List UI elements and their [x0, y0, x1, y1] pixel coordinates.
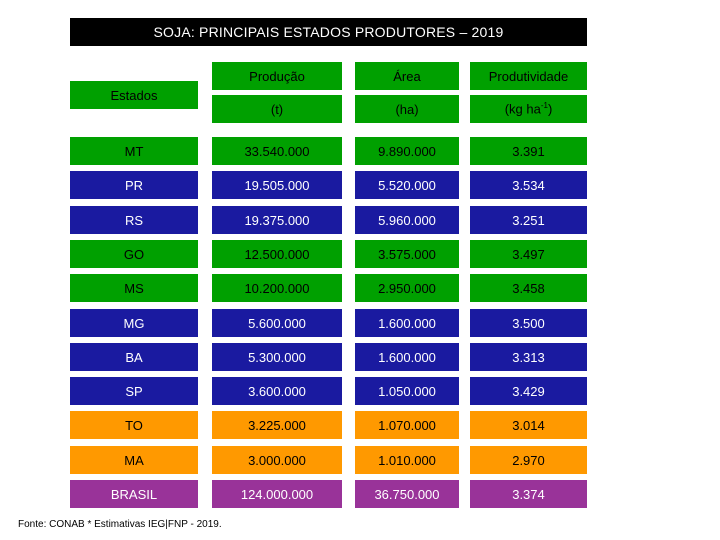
area-cell: 9.890.000	[355, 137, 459, 165]
area-cell: 1.600.000	[355, 343, 459, 371]
header-estados: Estados	[70, 81, 198, 109]
source-note: Fonte: CONAB * Estimativas IEG|FNP - 201…	[18, 519, 222, 530]
table-row: RS 19.375.000 5.960.000 3.251	[70, 206, 587, 234]
state-cell: BRASIL	[70, 480, 198, 508]
producao-cell: 3.225.000	[212, 411, 342, 439]
area-cell: 2.950.000	[355, 274, 459, 302]
area-cell: 1.050.000	[355, 377, 459, 405]
state-cell: PR	[70, 171, 198, 199]
unit-prefix: (kg ha	[504, 101, 541, 117]
produtividade-cell: 3.534	[470, 171, 587, 199]
produtividade-cell: 3.497	[470, 240, 587, 268]
header-area: Área	[355, 62, 459, 90]
state-cell: MA	[70, 446, 198, 474]
table-row: PR 19.505.000 5.520.000 3.534	[70, 171, 587, 199]
header-produtividade-label: Produtividade	[488, 68, 569, 84]
state-cell: MT	[70, 137, 198, 165]
produtividade-cell: 3.429	[470, 377, 587, 405]
state-cell: SP	[70, 377, 198, 405]
producao-cell: 5.600.000	[212, 309, 342, 337]
header-producao: Produção	[212, 62, 342, 90]
producao-cell: 3.000.000	[212, 446, 342, 474]
produtividade-cell: 3.251	[470, 206, 587, 234]
table-title: SOJA: PRINCIPAIS ESTADOS PRODUTORES – 20…	[70, 18, 587, 46]
area-cell: 1.010.000	[355, 446, 459, 474]
state-cell: MS	[70, 274, 198, 302]
table-row: BA 5.300.000 1.600.000 3.313	[70, 343, 587, 371]
area-cell: 5.960.000	[355, 206, 459, 234]
state-cell: BA	[70, 343, 198, 371]
table-row: MG 5.600.000 1.600.000 3.500	[70, 309, 587, 337]
produtividade-cell: 3.014	[470, 411, 587, 439]
header-produtividade: Produtividade	[470, 62, 587, 90]
state-cell: RS	[70, 206, 198, 234]
header-area-unit: (ha)	[355, 95, 459, 123]
produtividade-cell: 2.970	[470, 446, 587, 474]
table-row: SP 3.600.000 1.050.000 3.429	[70, 377, 587, 405]
produtividade-cell: 3.374	[470, 480, 587, 508]
unit-suffix: )	[547, 101, 553, 117]
table-row: TO 3.225.000 1.070.000 3.014	[70, 411, 587, 439]
header-area-label: Área	[393, 68, 421, 84]
table-row: MA 3.000.000 1.010.000 2.970	[70, 446, 587, 474]
header-producao-unit: (t)	[212, 95, 342, 123]
producao-cell: 12.500.000	[212, 240, 342, 268]
state-cell: MG	[70, 309, 198, 337]
producao-cell: 19.505.000	[212, 171, 342, 199]
state-cell: TO	[70, 411, 198, 439]
header-producao-label: Produção	[249, 68, 305, 84]
producao-cell: 3.600.000	[212, 377, 342, 405]
producao-cell: 124.000.000	[212, 480, 342, 508]
header-produtividade-unit: (kg ha-1)	[470, 95, 587, 123]
producao-cell: 5.300.000	[212, 343, 342, 371]
area-cell: 5.520.000	[355, 171, 459, 199]
producao-cell: 19.375.000	[212, 206, 342, 234]
state-cell: GO	[70, 240, 198, 268]
produtividade-cell: 3.458	[470, 274, 587, 302]
header-producao-unit-label: (t)	[270, 101, 284, 117]
producao-cell: 33.540.000	[212, 137, 342, 165]
unit-sup: -1	[540, 101, 548, 111]
table-row: GO 12.500.000 3.575.000 3.497	[70, 240, 587, 268]
area-cell: 1.600.000	[355, 309, 459, 337]
area-cell: 36.750.000	[355, 480, 459, 508]
header-produtividade-unit-label: (kg ha-1)	[505, 101, 553, 116]
table-row: MT 33.540.000 9.890.000 3.391	[70, 137, 587, 165]
table-row: MS 10.200.000 2.950.000 3.458	[70, 274, 587, 302]
producao-cell: 10.200.000	[212, 274, 342, 302]
header-area-unit-label: (ha)	[395, 101, 419, 117]
produtividade-cell: 3.500	[470, 309, 587, 337]
produtividade-cell: 3.313	[470, 343, 587, 371]
area-cell: 1.070.000	[355, 411, 459, 439]
table-row: BRASIL 124.000.000 36.750.000 3.374	[70, 480, 587, 508]
produtividade-cell: 3.391	[470, 137, 587, 165]
area-cell: 3.575.000	[355, 240, 459, 268]
